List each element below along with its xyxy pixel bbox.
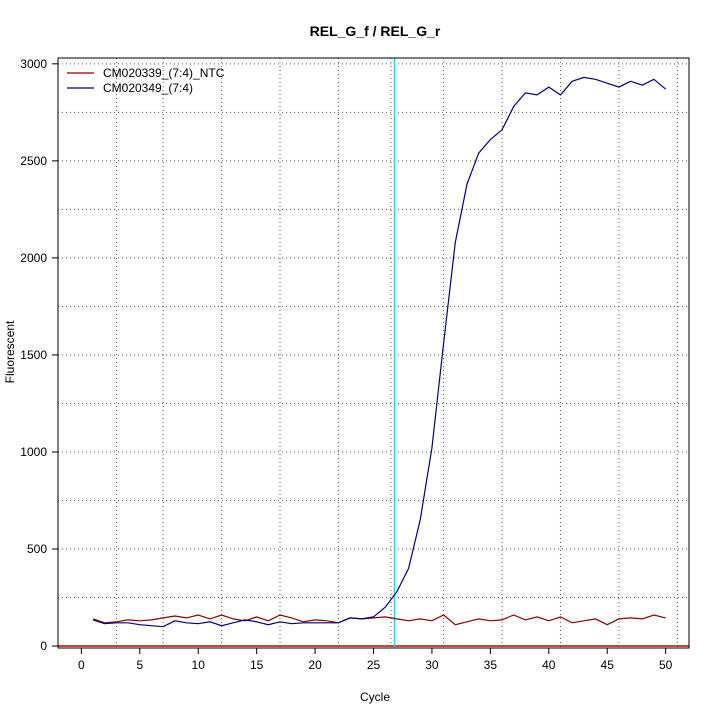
chart-title: REL_G_f / REL_G_r bbox=[310, 23, 441, 39]
x-tick-label: 25 bbox=[367, 658, 381, 672]
series-line-2 bbox=[92, 76, 666, 628]
y-tick-label: 3000 bbox=[20, 57, 47, 71]
x-tick-label: 15 bbox=[250, 658, 264, 672]
x-tick-label: 10 bbox=[192, 658, 206, 672]
plot-frame bbox=[57, 57, 690, 649]
x-tick-label: 40 bbox=[542, 658, 556, 672]
y-tick-label: 500 bbox=[27, 542, 47, 556]
y-tick-label: 2500 bbox=[20, 154, 47, 168]
y-tick-label: 1500 bbox=[20, 348, 47, 362]
y-tick-label: 2000 bbox=[20, 251, 47, 265]
x-tick-label: 5 bbox=[136, 658, 143, 672]
y-axis-title: Fluorescent bbox=[3, 320, 17, 383]
legend-label-1: CM020339_(7:4)_NTC bbox=[103, 66, 225, 80]
y-tick-label: 0 bbox=[40, 639, 47, 653]
y-tick-label: 1000 bbox=[20, 445, 47, 459]
x-tick-label: 20 bbox=[308, 658, 322, 672]
x-tick-label: 35 bbox=[484, 658, 498, 672]
x-tick-label: 45 bbox=[601, 658, 615, 672]
grid bbox=[58, 58, 689, 648]
x-tick-label: 50 bbox=[659, 658, 673, 672]
x-axis-title: Cycle bbox=[360, 690, 390, 704]
threshold-line-group bbox=[58, 58, 689, 648]
series-line-1 bbox=[92, 614, 666, 626]
x-tick-label: 30 bbox=[425, 658, 439, 672]
x-tick-label: 0 bbox=[78, 658, 85, 672]
legend-label-2: CM020349_(7:4) bbox=[103, 81, 193, 95]
series-lines bbox=[92, 76, 666, 628]
axes: 0 5 10 15 20 25 30 35 40 45 5005001000150020002500… bbox=[20, 57, 672, 672]
